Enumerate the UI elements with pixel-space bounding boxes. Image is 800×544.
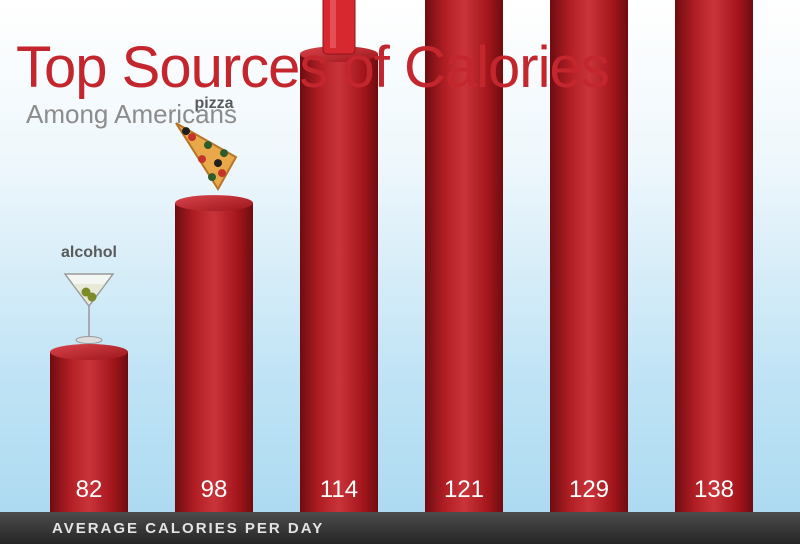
category-label: alcohol: [60, 244, 117, 262]
bar-sweetened-drinks: [300, 54, 378, 513]
data-label: 82: [75, 476, 103, 503]
bar-pizza: [175, 203, 253, 512]
martini-icon: [63, 273, 115, 345]
bar-grain-based-desserts: [675, 0, 753, 513]
soda-can-icon: [322, 0, 356, 55]
bar-top: [175, 195, 253, 212]
data-label: 114: [319, 476, 359, 503]
x-axis-label: AVERAGE CALORIES PER DAY: [52, 520, 325, 537]
pizza-slice-icon: [175, 122, 238, 192]
bar-alcohol: [50, 352, 128, 512]
data-label: 129: [568, 476, 610, 503]
bar-yeast-breads: [550, 0, 628, 512]
x-axis-band: AVERAGE CALORIES PER DAY: [0, 512, 800, 544]
bar-chicken: [425, 0, 503, 512]
data-label: 138: [693, 476, 735, 503]
bar-top: [50, 344, 128, 361]
chart-title: Top Sources of Calories: [16, 35, 610, 100]
data-label: 98: [200, 476, 228, 503]
data-label: 121: [443, 476, 485, 503]
chart-subtitle: Among Americans: [26, 99, 237, 129]
category-label: pizza: [194, 95, 234, 113]
